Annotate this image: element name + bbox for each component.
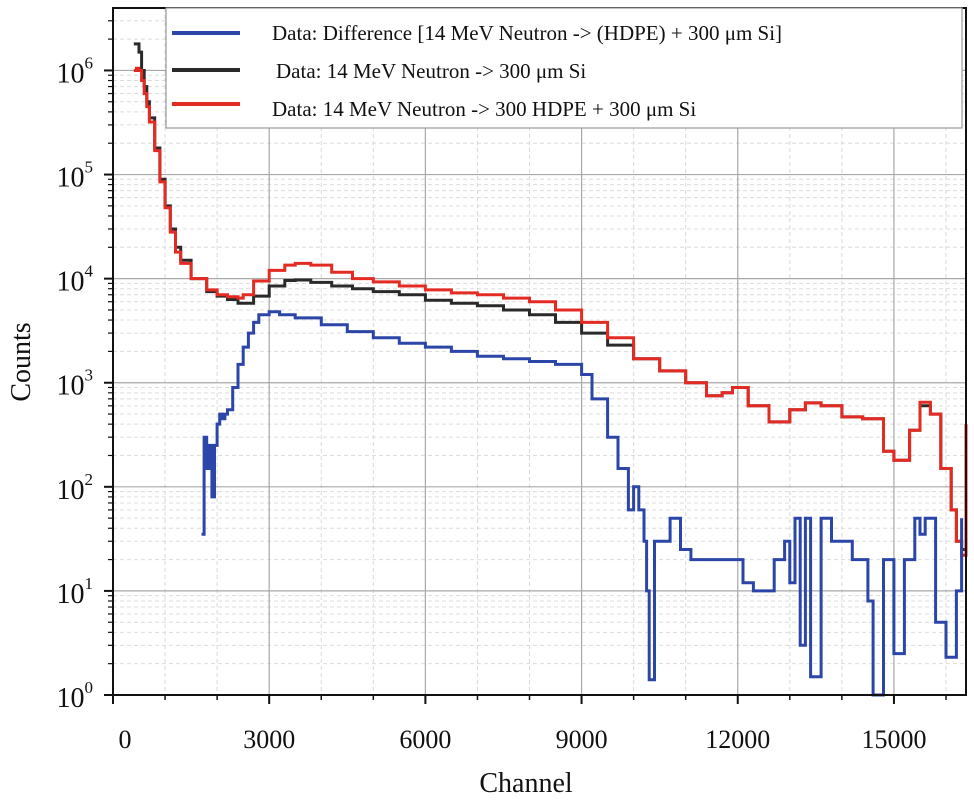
x-axis-label: Channel — [479, 768, 573, 799]
y-tick-label: 105 — [57, 158, 94, 194]
legend-label-hdpe-si: Data: 14 MeV Neutron -> 300 HDPE + 300 μ… — [272, 97, 696, 121]
legend-label-difference: Data: Difference [14 MeV Neutron -> (HDP… — [272, 21, 782, 45]
x-axis-ticks: 0 3000 6000 9000 12000 15000 — [112, 695, 947, 754]
y-tick-label: 106 — [57, 53, 94, 89]
y-tick-label: 100 — [57, 678, 94, 714]
x-tick-label: 12000 — [705, 725, 770, 754]
y-axis-ticks: 100 101 102 103 104 105 106 — [57, 20, 113, 714]
x-tick-label: 6000 — [399, 725, 451, 754]
x-tick-label: 9000 — [556, 725, 608, 754]
y-tick-label: 103 — [57, 366, 94, 402]
x-tick-label: 3000 — [243, 725, 295, 754]
series-difference — [201, 310, 964, 697]
x-tick-label: 15000 — [861, 725, 926, 754]
series-hdpe-si — [133, 66, 968, 557]
y-tick-label: 104 — [57, 262, 94, 298]
series-layer — [133, 42, 968, 697]
legend: Data: Difference [14 MeV Neutron -> (HDP… — [165, 7, 963, 129]
y-tick-label: 101 — [57, 574, 94, 610]
legend-box — [165, 7, 963, 129]
x-tick-label: 0 — [119, 725, 132, 754]
legend-label-si: Data: 14 MeV Neutron -> 300 μm Si — [276, 59, 586, 83]
y-axis-label: Counts — [6, 322, 37, 401]
y-tick-label: 102 — [57, 470, 94, 506]
